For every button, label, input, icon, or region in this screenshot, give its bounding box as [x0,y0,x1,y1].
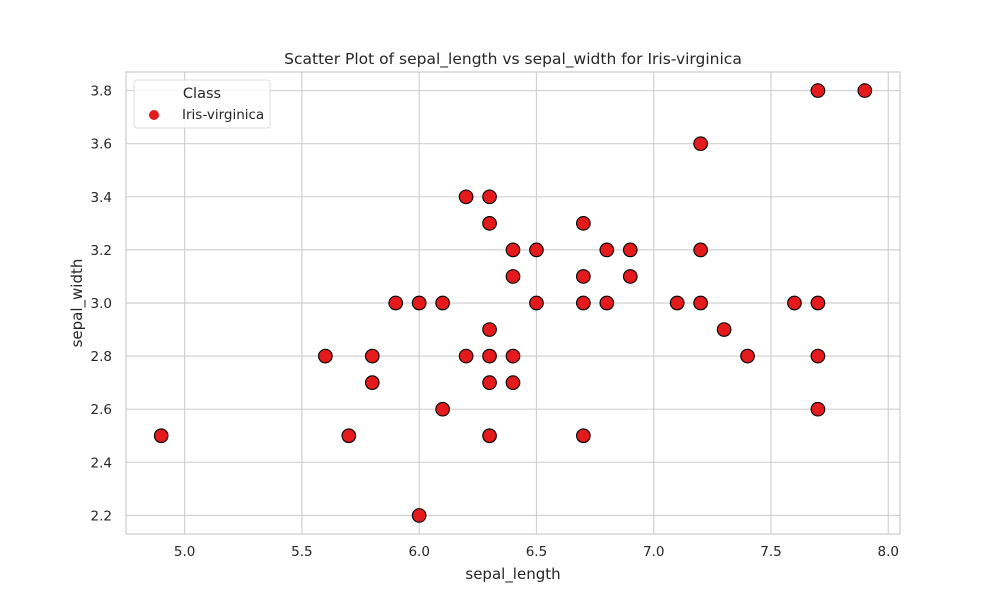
data-point [482,322,497,337]
data-point [435,295,450,311]
data-point [810,348,826,364]
data-point [388,295,404,311]
data-point [669,295,685,311]
legend: Class Iris-virginica [133,79,271,129]
data-point [318,348,333,364]
data-point [411,295,427,311]
data-point [435,401,450,417]
y-tick-label: 3.8 [91,84,112,100]
x-tick-label: 8.0 [878,544,899,560]
data-point [693,242,708,258]
data-point [482,215,497,231]
legend-box [133,79,271,129]
data-point [622,269,638,284]
data-point [458,348,474,364]
data-point [787,295,802,311]
y-tick-label: 2.4 [91,455,112,471]
chart-title: Scatter Plot of sepal_length vs sepal_wi… [284,50,742,69]
data-point [857,83,873,98]
data-point [364,348,380,364]
x-axis-title: sepal_length [465,565,560,584]
grid-lines [126,72,900,534]
data-point [529,295,544,311]
data-point [505,375,521,391]
y-tick-labels: 2.2 2.4 2.6 2.8 3.0 3.2 3.4 3.6 3.8 [91,84,112,525]
data-point [576,295,591,311]
data-point [599,295,615,311]
data-point [740,348,755,364]
x-tick-label: 5.5 [291,544,312,560]
y-tick-label: 2.6 [91,402,112,418]
y-tick-label: 3.4 [91,190,112,206]
data-point [505,348,521,364]
data-point [505,269,521,284]
data-point [364,375,380,391]
y-tick-label: 2.8 [91,349,112,365]
data-point [458,189,474,205]
data-point [482,428,497,444]
x-tick-label: 6.0 [408,544,429,560]
y-tick-label: 3.6 [91,137,112,153]
data-point [505,242,521,258]
legend-marker [149,110,159,120]
data-point [576,269,591,284]
data-point [693,136,708,152]
data-point [576,428,591,444]
x-tick-label: 5.0 [174,544,195,560]
data-point [482,189,497,205]
plot-frame [125,71,901,535]
data-point [716,322,732,337]
data-point [599,242,615,258]
legend-title: Class [183,86,221,102]
x-tick-label: 7.0 [643,544,664,560]
y-axis-title: sepal_width [68,259,87,348]
data-point [810,401,826,417]
data-point [810,295,826,311]
data-point [482,375,497,391]
y-tick-label: 2.2 [91,508,112,524]
data-point [576,215,591,231]
y-tick-label: 3.2 [91,243,112,259]
data-point [529,242,544,258]
x-tick-label: 7.5 [760,544,781,560]
x-tick-label: 6.5 [526,544,547,560]
data-point [622,242,638,258]
data-point [341,428,357,444]
data-point [693,295,708,311]
data-point [482,348,497,364]
data-points [153,83,873,523]
x-tick-labels: 5.0 5.5 6.0 6.5 7.0 7.5 8.0 [174,544,899,560]
data-point [810,83,826,98]
legend-label: Iris-virginica [182,107,264,123]
y-tick-label: 3.0 [91,296,112,312]
data-point [411,508,427,523]
data-point [153,428,169,444]
